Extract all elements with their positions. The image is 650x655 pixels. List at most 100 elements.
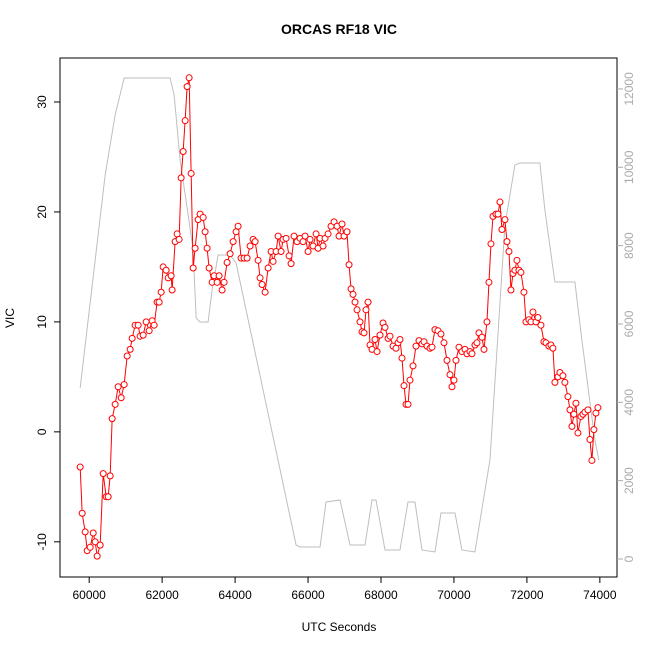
data-point: [568, 422, 576, 430]
data-point: [485, 278, 493, 286]
data-point: [356, 318, 364, 326]
y-tick-label: 20: [35, 205, 49, 219]
data-point: [584, 406, 592, 414]
data-point: [145, 327, 153, 335]
data-point: [448, 383, 456, 391]
data-point: [343, 228, 351, 236]
y2-tick-label: 6000: [622, 310, 636, 337]
data-point: [123, 352, 131, 360]
y2-tick-label: 2000: [622, 467, 636, 494]
data-point: [570, 410, 578, 418]
y2-tick-label: 4000: [622, 389, 636, 416]
data-point: [412, 342, 420, 350]
data-point: [312, 230, 320, 238]
y-tick-label: 0: [35, 428, 49, 435]
data-point: [246, 242, 254, 250]
data-point: [187, 169, 195, 177]
data-point: [498, 226, 506, 234]
data-point: [452, 356, 460, 364]
data-point: [529, 308, 537, 316]
data-point: [111, 400, 119, 408]
y-tick-label: 10: [35, 315, 49, 329]
data-point: [189, 264, 197, 272]
data-point: [201, 228, 209, 236]
data-point: [446, 371, 454, 379]
x-tick-label: 68000: [364, 588, 398, 602]
data-point: [559, 372, 567, 380]
data-point: [96, 541, 104, 549]
data-point: [142, 318, 150, 326]
data-point: [398, 354, 406, 362]
x-tick-label: 72000: [510, 588, 544, 602]
data-point: [167, 272, 175, 280]
data-point: [81, 528, 89, 536]
data-point: [534, 314, 542, 321]
data-point: [287, 260, 295, 268]
data-point: [520, 288, 528, 296]
data-point: [404, 400, 412, 408]
data-point: [99, 470, 107, 478]
data-point: [93, 552, 101, 560]
data-point: [353, 306, 361, 314]
x-tick-label: 70000: [437, 588, 471, 602]
data-point: [282, 234, 290, 242]
data-point: [513, 256, 521, 264]
data-point: [254, 256, 262, 264]
data-point: [108, 415, 116, 423]
data-point: [306, 235, 314, 243]
data-point: [487, 240, 495, 248]
data-point: [218, 286, 226, 294]
data-point: [376, 331, 384, 339]
data-point: [566, 406, 574, 414]
data-point: [179, 147, 187, 155]
data-point: [104, 493, 112, 501]
data-point: [117, 394, 125, 402]
y-tick-label: -10: [35, 533, 49, 551]
data-point: [564, 393, 572, 401]
data-point: [285, 252, 293, 260]
data-point: [168, 286, 176, 294]
data-point: [258, 281, 266, 289]
data-point: [468, 350, 476, 358]
data-point: [396, 335, 404, 343]
data-point: [175, 235, 183, 243]
data-point: [226, 250, 234, 258]
x-tick-label: 74000: [583, 588, 617, 602]
data-point: [181, 117, 189, 125]
data-point: [338, 220, 346, 228]
data-point: [177, 174, 185, 182]
data-point: [319, 242, 327, 250]
y-tick-label: 30: [35, 95, 49, 109]
data-point: [437, 330, 445, 338]
data-point: [215, 272, 223, 280]
data-point: [126, 345, 134, 353]
x-tick-label: 60000: [72, 588, 106, 602]
data-point: [264, 264, 272, 272]
data-point: [261, 288, 269, 296]
y-axis-label: VIC: [3, 308, 17, 328]
data-point: [549, 344, 557, 352]
data-point: [157, 288, 165, 296]
data-point: [517, 268, 525, 276]
plot-frame: [59, 57, 618, 578]
y2-tick-label: 8000: [622, 232, 636, 259]
data-point: [473, 339, 481, 347]
x-tick-label: 64000: [218, 588, 252, 602]
data-point: [351, 298, 359, 306]
data-point: [590, 426, 598, 434]
data-point: [386, 332, 394, 340]
data-point: [86, 543, 94, 551]
data-point: [428, 343, 436, 351]
data-point: [199, 213, 207, 221]
data-point: [269, 257, 277, 265]
y2-tick-label: 12000: [622, 72, 636, 106]
data-point: [574, 429, 582, 437]
data-point: [551, 378, 559, 386]
data-point: [362, 306, 370, 314]
chart-title: ORCAS RF18 VIC: [281, 21, 397, 37]
x-tick-label: 66000: [291, 588, 325, 602]
data-point: [251, 238, 259, 246]
data-point: [480, 345, 488, 353]
data-point: [304, 248, 312, 256]
data-point: [501, 216, 509, 224]
